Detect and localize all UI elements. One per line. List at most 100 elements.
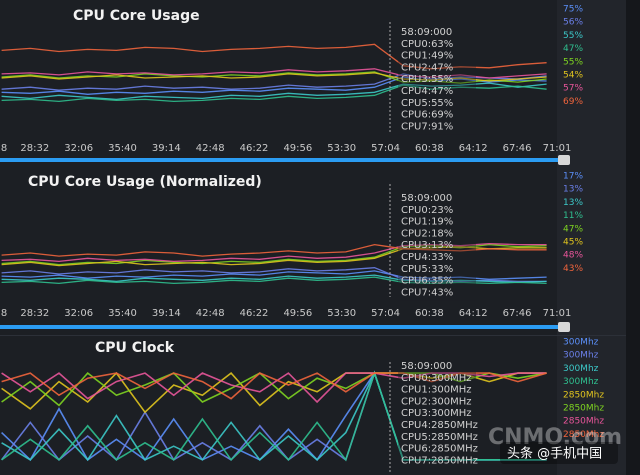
core-readout: 2850Mhz xyxy=(563,404,604,414)
x-tick-label: 32:06 xyxy=(64,308,93,319)
tooltip-line: CPU2:300MHz xyxy=(401,396,472,407)
core-line xyxy=(1,270,547,280)
x-tick-label: 46:22 xyxy=(240,308,269,319)
tooltip-line: CPU2:47% xyxy=(401,62,453,73)
timeline-scrollbar[interactable] xyxy=(0,325,560,329)
x-tick-label: 71:01 xyxy=(543,308,572,319)
core-line xyxy=(1,82,547,101)
x-tick-label: 53:30 xyxy=(327,308,356,319)
x-tick-label: 42:48 xyxy=(196,308,225,319)
tooltip-line: CPU4:33% xyxy=(401,252,453,263)
tooltip-line: CPU3:300MHz xyxy=(401,408,472,419)
core-readout: 13% xyxy=(563,198,583,208)
core-line xyxy=(1,276,547,285)
core-readout: 2850Mhz xyxy=(563,390,604,400)
core-readout: 43% xyxy=(563,264,583,274)
chart-title: CPU Clock xyxy=(95,340,175,356)
x-tick-label: 67:46 xyxy=(503,143,532,154)
watermark-site: CNMO.com xyxy=(488,425,622,450)
divider xyxy=(0,335,626,336)
core-line xyxy=(1,76,547,95)
x-tick-label: 28:32 xyxy=(20,308,49,319)
core-line xyxy=(1,267,547,283)
tooltip-line: CPU1:49% xyxy=(401,51,453,62)
x-tick-label: 39:14 xyxy=(152,308,181,319)
x-tick-label: 39:14 xyxy=(152,143,181,154)
x-tick-label: 8 xyxy=(1,143,7,154)
tooltip-box xyxy=(398,358,476,469)
tooltip-line: CPU1:300MHz xyxy=(401,385,472,396)
x-tick-label: 57:04 xyxy=(371,308,400,319)
x-tick-label: 42:48 xyxy=(196,143,225,154)
core-readout: 54% xyxy=(563,71,583,81)
x-tick-label: 35:40 xyxy=(108,143,137,154)
tooltip-line: CPU0:23% xyxy=(401,205,453,216)
x-tick-label: 60:38 xyxy=(415,308,444,319)
core-readout: 69% xyxy=(563,97,583,107)
x-tick-label: 46:22 xyxy=(240,143,269,154)
tooltip-line: CPU7:91% xyxy=(401,121,453,132)
core-readout: 300Mhz xyxy=(563,377,599,387)
core-readout: 56% xyxy=(563,18,583,28)
core-readout: 11% xyxy=(563,211,583,221)
core-readout: 2850Mhz xyxy=(563,417,604,427)
x-tick-label: 32:06 xyxy=(64,143,93,154)
core-line xyxy=(1,73,547,91)
x-tick-label: 57:04 xyxy=(371,143,400,154)
tooltip-line: CPU7:2850MHz xyxy=(401,455,478,466)
core-line xyxy=(1,372,547,400)
tooltip-line: 58:09:000 xyxy=(401,361,452,372)
tooltip-box xyxy=(398,190,476,301)
tooltip-line: CPU6:69% xyxy=(401,110,453,121)
core-readout: 45% xyxy=(563,238,583,248)
core-line xyxy=(1,72,547,82)
watermark-source: 头条 @手机中国 xyxy=(507,446,602,462)
tooltip-line: CPU6:2850MHz xyxy=(401,444,478,455)
tooltip-line: CPU5:33% xyxy=(401,264,453,275)
tooltip-line: CPU3:55% xyxy=(401,74,453,85)
timeline-scrollbar[interactable] xyxy=(0,158,560,162)
x-tick-label: 49:56 xyxy=(283,143,312,154)
core-readout: 55% xyxy=(563,57,583,67)
tooltip-line: CPU0:300MHz xyxy=(401,373,472,384)
x-tick-label: 60:38 xyxy=(415,143,444,154)
scroll-gutter xyxy=(626,0,640,475)
chart-title: CPU Core Usage xyxy=(73,8,200,24)
x-tick-label: 71:01 xyxy=(543,143,572,154)
core-readout: 300Mhz xyxy=(563,351,599,361)
core-line xyxy=(1,243,547,257)
watermark-bg xyxy=(500,442,618,464)
tooltip-line: CPU4:47% xyxy=(401,86,453,97)
core-line xyxy=(1,43,547,70)
core-readout: 55% xyxy=(563,31,583,41)
core-readout: 300Mhz xyxy=(563,364,599,374)
x-tick-label: 35:40 xyxy=(108,308,137,319)
scroll-handle[interactable] xyxy=(558,322,570,332)
tooltip-box xyxy=(398,24,476,135)
tooltip-line: 58:09:000 xyxy=(401,193,452,204)
core-readout: 47% xyxy=(563,224,583,234)
tooltip-line: CPU5:2850MHz xyxy=(401,432,478,443)
tooltip-line: 58:09:000 xyxy=(401,27,452,38)
x-tick-label: 67:46 xyxy=(503,308,532,319)
core-line xyxy=(1,242,547,263)
core-line xyxy=(1,370,547,462)
x-tick-label: 64:12 xyxy=(459,308,488,319)
core-readout: 17% xyxy=(563,172,583,182)
chart-title: CPU Core Usage (Normalized) xyxy=(28,174,262,190)
x-tick-label: 53:30 xyxy=(327,143,356,154)
core-line xyxy=(1,84,547,103)
x-tick-label: 28:32 xyxy=(20,143,49,154)
tooltip-line: CPU5:55% xyxy=(401,98,453,109)
tooltip-line: CPU3:13% xyxy=(401,240,453,251)
core-readout: 75% xyxy=(563,5,583,15)
scroll-handle[interactable] xyxy=(558,155,570,165)
tooltip-line: CPU6:35% xyxy=(401,276,453,287)
x-tick-label: 8 xyxy=(1,308,7,319)
core-line xyxy=(1,274,547,284)
core-readout: 300Mhz xyxy=(563,338,599,348)
core-line xyxy=(1,246,547,267)
tooltip-line: CPU4:2850MHz xyxy=(401,420,478,431)
